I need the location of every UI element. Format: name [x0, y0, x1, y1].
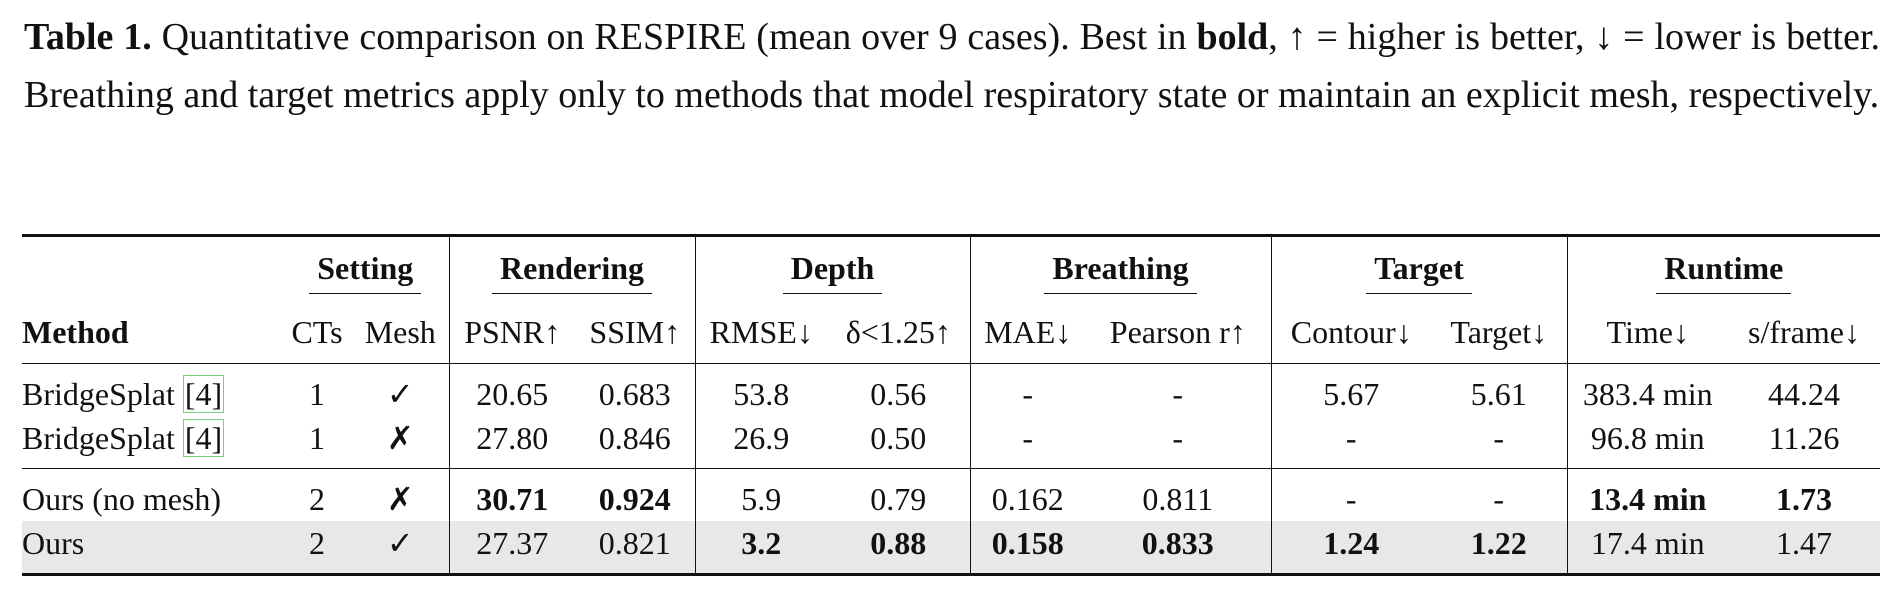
column-header: Method — [22, 313, 129, 350]
cell: - — [969, 363, 1085, 416]
column-header: Contour↓ — [1270, 301, 1431, 364]
cell: 0.846 — [598, 419, 671, 456]
cell: 3.2 — [694, 521, 827, 576]
group-header: Runtime — [1566, 234, 1881, 301]
data-row: BridgeSplat [4] 1 ✓ 20.65 0.683 53.8 0.56- -5.6… — [22, 363, 1881, 416]
cell — [22, 234, 282, 301]
cell: 383.4 min — [1566, 363, 1728, 416]
group-label: Runtime — [1656, 250, 1792, 294]
cell: 0.56 — [827, 363, 970, 416]
column-header: s/frame↓ — [1748, 313, 1860, 350]
caption: Table 1. Quantitative comparison on RESP… — [24, 8, 1880, 124]
method-cell: Ours — [22, 521, 282, 576]
column-header: Target↓ — [1450, 313, 1548, 350]
method-cell: Ours (no mesh) — [22, 468, 282, 521]
cell: - — [1431, 468, 1567, 521]
cell: 2 — [282, 468, 352, 521]
cell: 20.65 — [448, 363, 575, 416]
column-header: Time↓ — [1566, 301, 1728, 364]
cell: 2 — [282, 521, 352, 576]
cell: 0.88 — [827, 521, 970, 576]
cell: 26.9 — [694, 416, 827, 469]
caption-text: , ↑ = higher is better, ↓ = lower is bet… — [24, 16, 1880, 116]
caption-text: Quantitative comparison on RESPIRE (mean… — [161, 16, 1197, 58]
cell: 1.47 — [1728, 521, 1881, 576]
cell: - — [1172, 419, 1184, 456]
group-header-row: Setting Rendering Depth Breathing Target Runt… — [22, 234, 1881, 301]
method-name: Ours (no mesh) — [22, 480, 222, 517]
group-label: Breathing — [1044, 250, 1197, 294]
column-header: SSIM↑ — [589, 313, 681, 350]
cell: 17.4 min — [1566, 521, 1728, 576]
cell: 1 — [282, 363, 352, 416]
method-cell: BridgeSplat [4] — [22, 416, 282, 469]
cell: 5.9 — [694, 468, 827, 521]
cell: - — [1085, 363, 1271, 416]
cell: ✗ — [352, 468, 449, 521]
cell: 1.22 — [1431, 521, 1567, 576]
group-label: Target — [1366, 250, 1472, 294]
group-header: Breathing — [969, 234, 1271, 301]
citation: [4] — [182, 374, 225, 413]
column-header: CTs — [291, 313, 343, 350]
group-header: Rendering — [448, 234, 695, 301]
method-cell: BridgeSplat [4] — [22, 363, 282, 416]
cell: 5.61 — [1431, 363, 1567, 416]
group-label: Rendering — [492, 250, 652, 294]
cell: 0.924 — [575, 468, 695, 521]
cell: 0.811 — [1085, 468, 1271, 521]
cell: 0.833 — [1085, 521, 1271, 576]
data-row: Ours 2 ✓ 27.37 0.821 3.2 0.88 0.158 0.833 1.24 1.2… — [22, 521, 1881, 576]
cell: ✓ — [352, 363, 449, 416]
column-header: δ<1.25↑ — [845, 313, 951, 350]
header-row: Method CTs Mesh PSNR↑ SSIM↑ RMSE↓ δ<1.25↑ MAE↓ P… — [22, 301, 1880, 364]
cell: - — [1270, 468, 1431, 521]
caption-bold: bold — [1196, 16, 1269, 58]
cell: 53.8 — [694, 363, 827, 416]
cell: 1.73 — [1728, 468, 1881, 521]
cell: 96.8 min — [1566, 416, 1728, 469]
cell: ✗ — [386, 420, 414, 456]
cell: 11.26 — [1768, 419, 1840, 456]
cell: 0.50 — [870, 419, 927, 456]
method-name: BridgeSplat — [22, 419, 175, 456]
cell: 30.71 — [448, 468, 575, 521]
cell: 0.683 — [575, 363, 695, 416]
method-name: Ours — [22, 524, 85, 561]
data-row: Ours (no mesh) 2 ✗ 30.71 0.924 5.9 0.79 0.162 0.… — [22, 468, 1881, 521]
group-header: Target — [1270, 234, 1567, 301]
cell: 0.79 — [827, 468, 970, 521]
results-table: Setting Rendering Depth Breathing Target Runt… — [22, 234, 1881, 576]
cell: 44.24 — [1728, 363, 1881, 416]
column-header: Pearson r↑ — [1109, 313, 1246, 350]
column-header: RMSE↓ — [694, 301, 827, 364]
cell: 27.37 — [448, 521, 575, 576]
data-row: BridgeSplat [4] 1 ✗ 27.80 0.846 26.9 0.50 - - - - 9… — [22, 416, 1880, 469]
cell: - — [1493, 419, 1505, 456]
method-name: BridgeSplat — [22, 375, 175, 412]
cell: 0.162 — [969, 468, 1085, 521]
cell: - — [1270, 416, 1431, 469]
cell: 1 — [309, 419, 325, 456]
group-header: Depth — [694, 234, 970, 301]
column-header: PSNR↑ — [448, 301, 575, 364]
cell: 13.4 min — [1566, 468, 1728, 521]
group-label: Depth — [782, 250, 883, 294]
cell: 1.24 — [1270, 521, 1431, 576]
group-label: Setting — [309, 250, 422, 294]
column-header: Mesh — [364, 313, 436, 350]
cell: 27.80 — [448, 416, 575, 469]
cell: ✓ — [352, 521, 449, 576]
cell: 5.67 — [1270, 363, 1431, 416]
cell: 0.821 — [575, 521, 695, 576]
column-header: MAE↓ — [969, 301, 1085, 364]
citation: [4] — [182, 418, 225, 457]
cell: - — [969, 416, 1085, 469]
caption-label: Table 1. — [24, 16, 152, 58]
group-header: Setting — [282, 234, 449, 301]
cell: 0.158 — [969, 521, 1085, 576]
